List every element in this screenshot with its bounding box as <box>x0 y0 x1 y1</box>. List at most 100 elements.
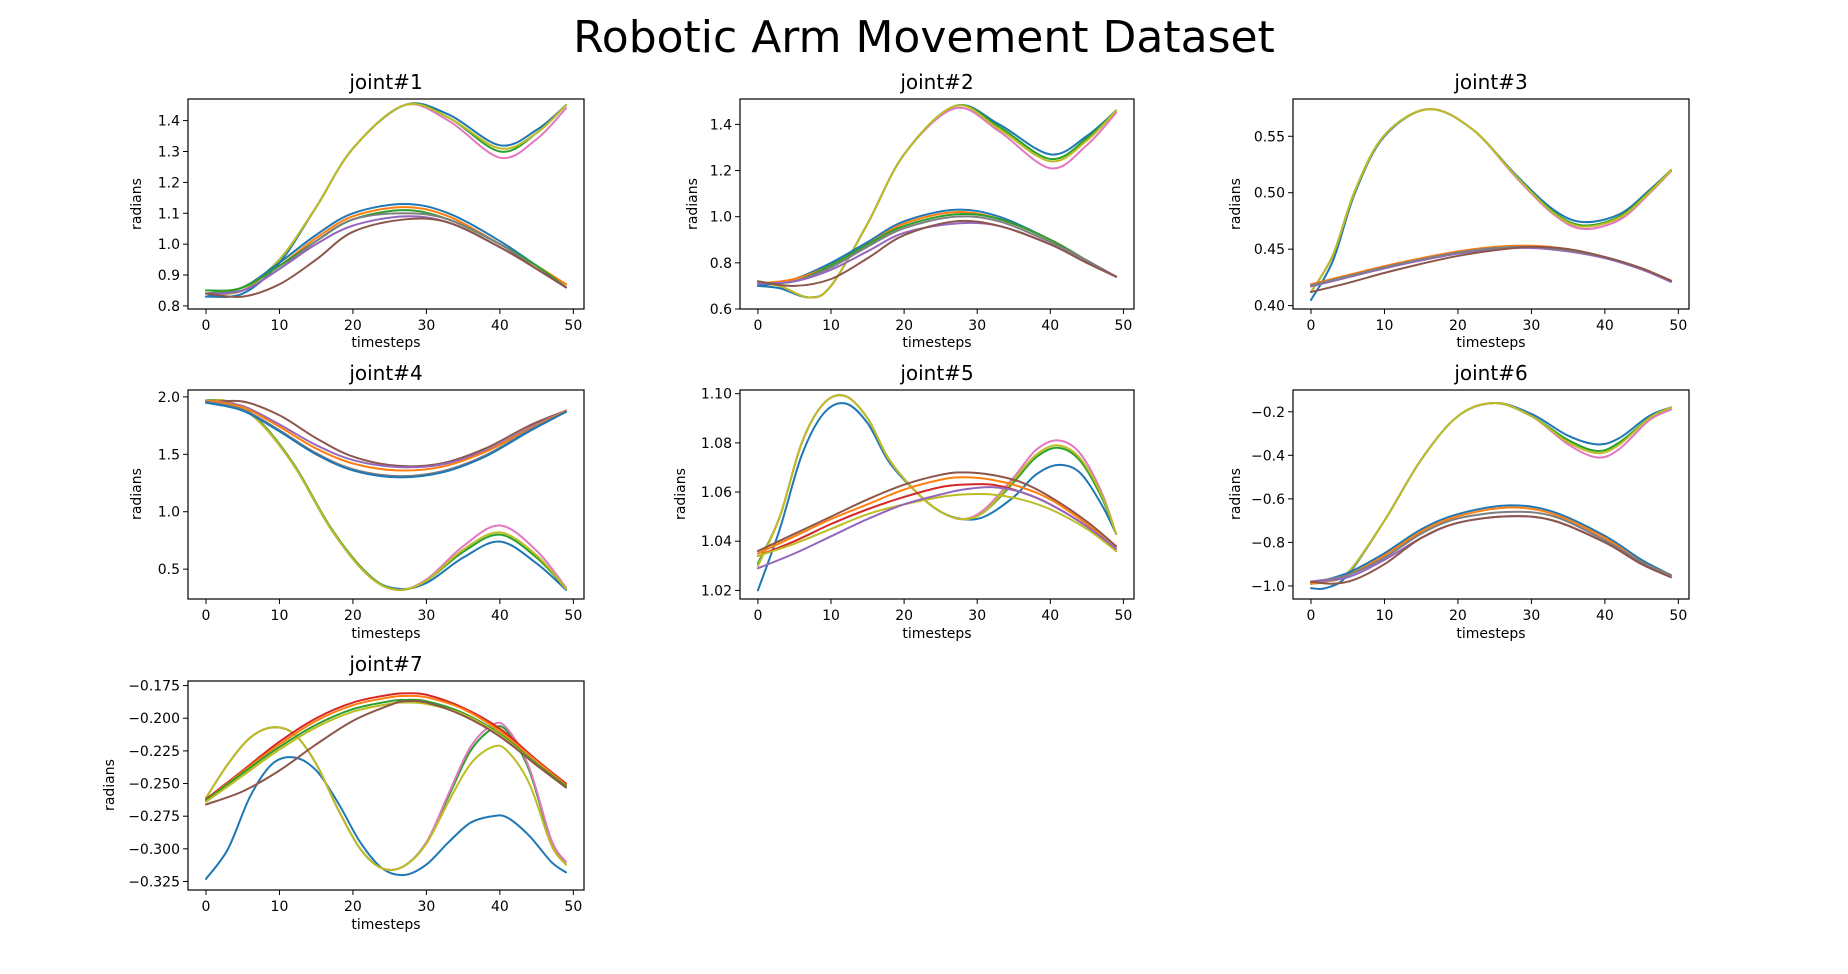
x-tick-label: 10 <box>1376 318 1394 334</box>
plot-frame <box>739 389 1135 600</box>
y-axis-label: radians <box>673 468 689 520</box>
x-tick-label: 40 <box>491 608 509 624</box>
x-tick-label: 10 <box>271 318 289 334</box>
plot-frame <box>1292 98 1690 310</box>
y-tick-label: 1.1 <box>158 206 180 222</box>
y-axis-label: radians <box>129 468 145 520</box>
x-tick-label: 30 <box>417 608 435 624</box>
subplot-title: joint#7 <box>348 652 422 676</box>
y-tick-label: 2.0 <box>158 390 180 406</box>
x-axis-label: timesteps <box>351 917 420 933</box>
x-tick-label: 10 <box>822 318 840 334</box>
y-tick-label: 1.06 <box>701 485 732 501</box>
x-tick-label: 0 <box>753 318 762 334</box>
series-line <box>1310 402 1672 591</box>
y-axis-label: radians <box>102 759 118 811</box>
series-group <box>205 398 567 592</box>
series-line <box>1310 245 1672 294</box>
x-tick-label: 10 <box>822 608 840 624</box>
plot-frame <box>739 98 1135 310</box>
subplot-joint4: joint#4 timesteps radians 0 10 20 30 40 50 0.5… <box>129 361 585 642</box>
plot-frame <box>187 389 585 600</box>
series-line <box>1310 402 1672 585</box>
y-tick-label: 1.4 <box>710 117 732 133</box>
series-line <box>205 102 567 295</box>
series-line <box>205 699 567 806</box>
x-tick-label: 10 <box>271 608 289 624</box>
y-tick-label: 1.2 <box>710 164 732 180</box>
x-tick-label: 50 <box>1114 318 1132 334</box>
x-tick-label: 20 <box>895 318 913 334</box>
x-tick-label: 30 <box>968 318 986 334</box>
y-tick-label: 0.40 <box>1254 299 1285 315</box>
figure-title: Robotic Arm Movement Dataset <box>573 12 1275 63</box>
series-line <box>205 399 567 591</box>
subplot-title: joint#3 <box>1453 70 1527 94</box>
x-tick-label: 40 <box>491 899 509 915</box>
series-line <box>1310 506 1672 585</box>
subplot-title: joint#5 <box>899 361 973 385</box>
series-line <box>205 399 567 468</box>
series-line <box>205 400 567 478</box>
y-tick-label: 1.04 <box>701 534 732 550</box>
y-tick-label: 0.5 <box>158 562 180 578</box>
series-line <box>756 104 1118 299</box>
series-line <box>205 698 567 802</box>
series-line <box>205 399 567 591</box>
series-line <box>1310 246 1672 288</box>
series-line <box>1310 515 1672 585</box>
y-tick-label: −1.0 <box>1251 579 1285 595</box>
y-tick-label: −0.6 <box>1251 492 1285 508</box>
x-axis-label: timesteps <box>902 335 971 351</box>
y-axis-label: radians <box>1228 178 1244 230</box>
x-tick-label: 50 <box>1669 608 1687 624</box>
y-tick-label: 1.0 <box>158 505 180 521</box>
x-tick-label: 0 <box>1307 608 1316 624</box>
x-tick-label: 50 <box>564 608 582 624</box>
subplot-joint5: joint#5 timesteps radians 0 10 20 30 40 50 1.0… <box>673 361 1135 642</box>
y-tick-label: 0.8 <box>710 256 732 272</box>
y-tick-label: 1.3 <box>158 145 180 161</box>
x-tick-label: 40 <box>1041 608 1059 624</box>
y-tick-label: −0.225 <box>128 744 180 760</box>
x-axis-label: timesteps <box>902 626 971 642</box>
x-tick-label: 30 <box>968 608 986 624</box>
plot-frame <box>187 680 585 891</box>
x-tick-label: 20 <box>1449 608 1467 624</box>
x-tick-label: 20 <box>895 608 913 624</box>
x-tick-label: 40 <box>1596 608 1614 624</box>
series-line <box>205 756 567 880</box>
x-tick-label: 0 <box>202 318 211 334</box>
x-tick-label: 50 <box>1114 608 1132 624</box>
series-group <box>1310 402 1672 591</box>
plot-frame <box>187 98 585 310</box>
series-line <box>205 398 567 592</box>
series-line <box>205 725 567 872</box>
x-tick-label: 50 <box>1669 318 1687 334</box>
x-axis-label: timesteps <box>1456 626 1525 642</box>
series-line <box>1310 108 1672 294</box>
series-group <box>756 394 1118 592</box>
x-tick-label: 20 <box>344 899 362 915</box>
y-tick-label: 1.0 <box>710 210 732 226</box>
series-line <box>205 102 567 299</box>
subplot-title: joint#1 <box>348 70 422 94</box>
series-line <box>205 694 567 802</box>
series-group <box>205 692 567 880</box>
y-tick-label: 0.50 <box>1254 186 1285 202</box>
subplot-joint7: joint#7 timesteps radians 0 10 20 30 40 50 −0.… <box>102 652 585 933</box>
x-tick-label: 20 <box>1449 318 1467 334</box>
subplot-joint2: joint#2 timesteps radians 0 10 20 30 40 50 0.6… <box>685 70 1135 351</box>
x-tick-label: 0 <box>753 608 762 624</box>
series-line <box>756 219 1118 287</box>
series-line <box>756 486 1118 570</box>
series-line <box>1310 108 1672 294</box>
y-tick-label: 1.10 <box>701 387 732 403</box>
y-tick-label: −0.275 <box>128 809 180 825</box>
x-tick-label: 10 <box>271 899 289 915</box>
series-group <box>205 102 567 299</box>
series-line <box>756 493 1118 557</box>
series-line <box>756 103 1118 299</box>
y-tick-label: −0.300 <box>128 842 180 858</box>
